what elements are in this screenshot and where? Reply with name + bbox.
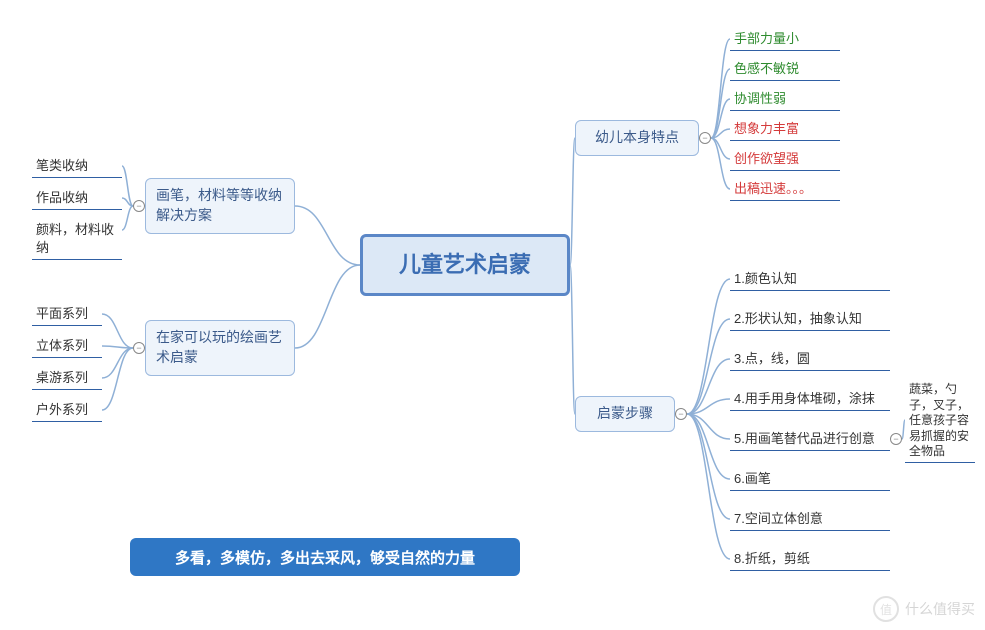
expand-toggle-icon[interactable]: − bbox=[699, 132, 711, 144]
leaf-item[interactable]: 6.画笔 bbox=[730, 468, 890, 491]
leaf-item[interactable]: 户外系列 bbox=[32, 399, 102, 422]
leaf-item[interactable]: 5.用画笔替代品进行创意 bbox=[730, 428, 890, 451]
leaf-item[interactable]: 桌游系列 bbox=[32, 367, 102, 390]
expand-toggle-icon[interactable]: − bbox=[133, 200, 145, 212]
leaf-item[interactable]: 3.点，线，圆 bbox=[730, 348, 890, 371]
footer-note: 多看，多模仿，多出去采风，够受自然的力量 bbox=[130, 538, 520, 576]
leaf-item[interactable]: 4.用手用身体堆砌，涂抹 bbox=[730, 388, 890, 411]
expand-toggle-icon[interactable]: − bbox=[890, 433, 902, 445]
step-note: 蔬菜，勺子，叉子，任意孩子容易抓握的安全物品 bbox=[905, 380, 975, 463]
watermark-icon: 值 bbox=[873, 596, 899, 622]
leaf-item[interactable]: 颜料，材料收纳 bbox=[32, 219, 122, 260]
leaf-item[interactable]: 7.空间立体创意 bbox=[730, 508, 890, 531]
leaf-item[interactable]: 色感不敏锐 bbox=[730, 58, 840, 81]
branch-traits[interactable]: 幼儿本身特点 bbox=[575, 120, 699, 156]
branch-steps[interactable]: 启蒙步骤 bbox=[575, 396, 675, 432]
branch-storage-label: 画笔，材料等等收纳解决方案 bbox=[156, 186, 284, 225]
leaf-item[interactable]: 笔类收纳 bbox=[32, 155, 122, 178]
branch-storage[interactable]: 画笔，材料等等收纳解决方案 bbox=[145, 178, 295, 234]
expand-toggle-icon[interactable]: − bbox=[133, 342, 145, 354]
leaf-item[interactable]: 创作欲望强 bbox=[730, 148, 840, 171]
branch-home-play[interactable]: 在家可以玩的绘画艺术启蒙 bbox=[145, 320, 295, 376]
leaf-item[interactable]: 手部力量小 bbox=[730, 28, 840, 51]
leaf-item[interactable]: 平面系列 bbox=[32, 303, 102, 326]
watermark: 值 什么值得买 bbox=[873, 596, 975, 622]
center-label: 儿童艺术启蒙 bbox=[399, 250, 531, 281]
leaf-item[interactable]: 1.颜色认知 bbox=[730, 268, 890, 291]
leaf-item[interactable]: 协调性弱 bbox=[730, 88, 840, 111]
branch-home-play-label: 在家可以玩的绘画艺术启蒙 bbox=[156, 328, 284, 367]
leaf-item[interactable]: 8.折纸，剪纸 bbox=[730, 548, 890, 571]
branch-traits-label: 幼儿本身特点 bbox=[595, 128, 679, 148]
watermark-text: 什么值得买 bbox=[905, 599, 975, 619]
center-node[interactable]: 儿童艺术启蒙 bbox=[360, 234, 570, 296]
leaf-item[interactable]: 2.形状认知，抽象认知 bbox=[730, 308, 890, 331]
branch-steps-label: 启蒙步骤 bbox=[597, 404, 653, 424]
leaf-item[interactable]: 出稿迅速。。。 bbox=[730, 178, 840, 201]
expand-toggle-icon[interactable]: − bbox=[675, 408, 687, 420]
leaf-item[interactable]: 立体系列 bbox=[32, 335, 102, 358]
leaf-item[interactable]: 想象力丰富 bbox=[730, 118, 840, 141]
leaf-item[interactable]: 作品收纳 bbox=[32, 187, 122, 210]
footer-text: 多看，多模仿，多出去采风，够受自然的力量 bbox=[175, 547, 475, 568]
